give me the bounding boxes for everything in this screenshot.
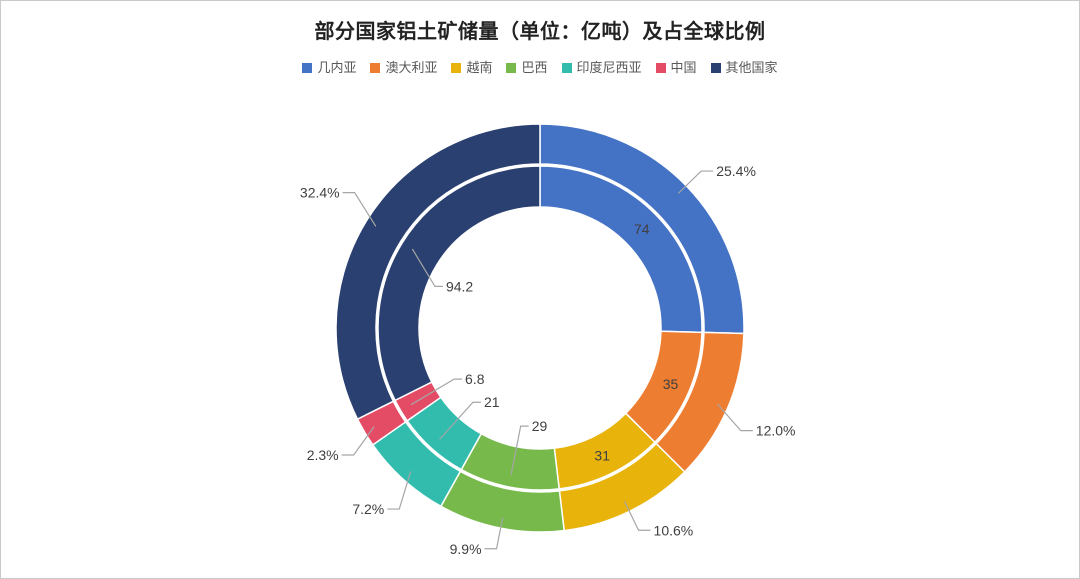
leader-line <box>410 378 463 406</box>
share-label: 25.4% <box>716 163 756 179</box>
legend-item: 越南 <box>451 57 492 76</box>
leader-line <box>716 403 753 432</box>
legend-item: 印度尼西亚 <box>561 57 642 76</box>
legend-item: 几内亚 <box>302 57 356 76</box>
leader-line <box>484 517 504 550</box>
legend-item: 澳大利亚 <box>370 57 437 76</box>
legend-label: 几内亚 <box>317 60 357 75</box>
legend-item: 中国 <box>655 57 697 76</box>
legend-label: 巴西 <box>521 60 548 75</box>
leader-line <box>624 501 651 531</box>
value-label: 29 <box>532 418 548 434</box>
legend-label: 其他国家 <box>725 60 778 75</box>
legend-label: 澳大利亚 <box>385 60 438 75</box>
share-label: 7.2% <box>352 501 384 517</box>
leader-line <box>387 471 412 510</box>
value-label: 31 <box>594 448 610 464</box>
share-label: 12.0% <box>756 423 796 439</box>
share-label: 32.4% <box>300 185 340 201</box>
share-label: 10.6% <box>654 522 694 538</box>
share-label: 9.9% <box>450 541 482 557</box>
value-label: 21 <box>484 394 500 410</box>
value-label: 6.8 <box>465 371 485 387</box>
legend-swatch <box>710 63 721 73</box>
leader-line <box>411 248 443 288</box>
legend-item: 其他国家 <box>710 57 778 76</box>
legend-swatch <box>655 63 666 73</box>
leader-line <box>341 426 375 456</box>
value-label: 94.2 <box>446 278 473 294</box>
donut-slice-outer <box>335 123 541 421</box>
legend: 几内亚 澳大利亚 越南 巴西 印度尼西亚 中国 其他国家 <box>1 57 1079 76</box>
value-label: 35 <box>663 376 679 392</box>
leader-line <box>439 401 482 440</box>
legend-swatch <box>302 63 313 73</box>
share-label: 2.3% <box>307 447 339 463</box>
donut-slice-inner <box>377 165 541 402</box>
legend-label: 越南 <box>466 60 493 75</box>
leader-line <box>677 170 714 194</box>
leader-line <box>510 425 529 476</box>
value-label: 74 <box>634 221 650 237</box>
legend-swatch <box>506 63 517 73</box>
legend-swatch <box>561 63 572 73</box>
legend-label: 中国 <box>670 60 697 75</box>
chart-title: 部分国家铝土矿储量（单位：亿吨）及占全球比例 <box>314 21 766 43</box>
legend-swatch <box>370 63 381 73</box>
leader-line <box>342 192 377 227</box>
legend-swatch <box>451 63 462 73</box>
legend-item: 巴西 <box>506 57 548 76</box>
legend-label: 印度尼西亚 <box>576 60 642 75</box>
